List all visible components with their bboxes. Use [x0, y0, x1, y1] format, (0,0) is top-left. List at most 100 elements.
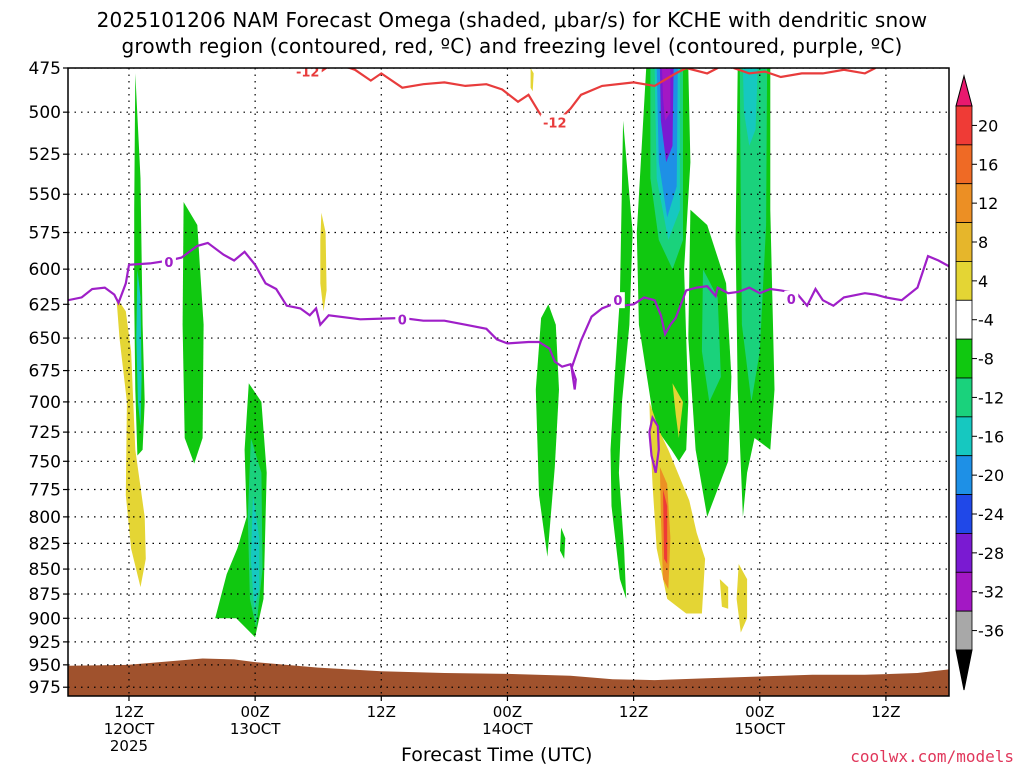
colorbar-label: -32	[978, 583, 1004, 602]
contour-label-bg	[610, 292, 625, 309]
y-tick-label: 775	[29, 481, 61, 501]
colorbar-label: -16	[978, 427, 1004, 446]
y-tick-label: 875	[29, 585, 61, 605]
colorbar-top-arrow	[955, 74, 973, 107]
colorbar-label: 16	[978, 155, 998, 174]
omega-region	[672, 383, 683, 438]
colorbar-label: -24	[978, 505, 1004, 524]
y-tick-label: 825	[29, 534, 61, 554]
x-tick-label: 14OCT	[482, 720, 533, 738]
omega-region	[530, 68, 534, 92]
x-tick-label: 00Z	[240, 703, 269, 721]
x-tick-label: 00Z	[493, 703, 522, 721]
omega-region	[610, 120, 633, 599]
omega-region	[136, 269, 142, 427]
contour-label-zero: 0	[613, 294, 622, 309]
colorbar-bottom-arrow	[955, 649, 973, 691]
omega-region	[701, 269, 721, 402]
y-tick-label: 575	[29, 224, 61, 244]
contour-label-zero: 0	[787, 293, 796, 308]
y-tick-label: 975	[29, 678, 61, 698]
colorbar-swatch	[955, 338, 973, 379]
freezing-level-loop	[648, 414, 660, 473]
x-tick-label: 15OCT	[734, 720, 785, 738]
y-tick-label: 550	[29, 185, 61, 205]
colorbar-label: -8	[978, 350, 994, 369]
colorbar-label: -28	[978, 544, 1004, 563]
colorbar-label: 12	[978, 194, 998, 213]
colorbar-swatch	[955, 610, 973, 651]
colorbar-label: 8	[978, 233, 988, 252]
colorbar-swatch	[955, 299, 973, 340]
plot-area: -12 -12 0 0 0 0	[68, 66, 949, 696]
y-tick-label: 650	[29, 329, 61, 349]
y-tick-label: 675	[29, 362, 61, 382]
credit-label[interactable]: coolwx.com/models	[850, 747, 1014, 766]
y-tick-label: 600	[29, 260, 61, 280]
contour-label-zero: 0	[398, 313, 407, 328]
plot-frame	[67, 67, 950, 697]
x-tick-label: 2025	[110, 737, 148, 755]
contour-minus-12-segment	[733, 68, 876, 79]
colorbar-label: -36	[978, 622, 1004, 641]
x-tick-label: 12Z	[871, 703, 900, 721]
chart-title-line-1: 2025101206 NAM Forecast Omega (shaded, μ…	[96, 8, 928, 32]
omega-region	[739, 68, 768, 402]
colorbar-swatch	[955, 183, 973, 223]
omega-region	[320, 212, 327, 312]
omega-region	[182, 202, 204, 464]
y-tick-label: 800	[29, 508, 61, 528]
y-tick-label: 725	[29, 423, 61, 443]
colorbar-swatch	[955, 261, 973, 301]
x-tick-label: 13OCT	[230, 720, 281, 738]
contour-label-zero: 0	[164, 256, 173, 271]
omega-region	[116, 297, 146, 588]
omega-region	[736, 564, 748, 633]
y-tick-label: 950	[29, 656, 61, 676]
y-tick-label: 525	[29, 145, 61, 165]
y-tick-label: 850	[29, 560, 61, 580]
contour-label-bg	[540, 114, 569, 131]
colorbar-swatch	[955, 105, 973, 146]
contour-label-bg	[161, 253, 176, 270]
colorbar-swatch	[955, 571, 973, 612]
contour-label-bg	[395, 311, 410, 328]
y-tick-label: 700	[29, 393, 61, 413]
y-tick-label: 500	[29, 103, 61, 123]
x-tick-label: 12Z	[619, 703, 648, 721]
contour-label-bg	[293, 68, 322, 80]
omega-region	[663, 489, 668, 564]
colorbar-swatch	[955, 222, 973, 262]
terrain-mask	[68, 658, 949, 696]
x-tick-label: 00Z	[745, 703, 774, 721]
chart-title-line-2: growth region (contoured, red, ºC) and f…	[121, 34, 903, 58]
y-tick-label: 475	[29, 59, 61, 79]
colorbar-swatch	[955, 533, 973, 573]
x-tick-label: 12Z	[367, 703, 396, 721]
contour-label-minus-12: -12	[296, 66, 320, 81]
y-tick-label: 900	[29, 609, 61, 629]
colorbar-swatch	[955, 377, 973, 418]
y-tick-label: 925	[29, 633, 61, 653]
y-tick-label: 750	[29, 452, 61, 472]
omega-region	[719, 579, 729, 609]
contour-label-minus-12: -12	[543, 116, 567, 131]
colorbar-label: 4	[978, 272, 988, 291]
colorbar-swatch	[955, 455, 973, 495]
colorbar-swatch	[955, 144, 973, 185]
x-axis-title: Forecast Time (UTC)	[401, 744, 593, 766]
colorbar-label: 20	[978, 116, 998, 135]
omega-region	[742, 68, 758, 146]
x-tick-label: 12OCT	[104, 720, 155, 738]
contour-label-bg	[784, 290, 799, 307]
y-tick-label: 625	[29, 295, 61, 315]
colorbar-label: -12	[978, 388, 1004, 407]
contour-minus-12	[296, 68, 719, 130]
colorbar-label: -4	[978, 311, 994, 330]
omega-region	[535, 304, 559, 557]
colorbar-label: -20	[978, 466, 1004, 485]
colorbar-swatch	[955, 494, 973, 534]
omega-region	[250, 495, 260, 609]
colorbar-swatch	[955, 416, 973, 457]
